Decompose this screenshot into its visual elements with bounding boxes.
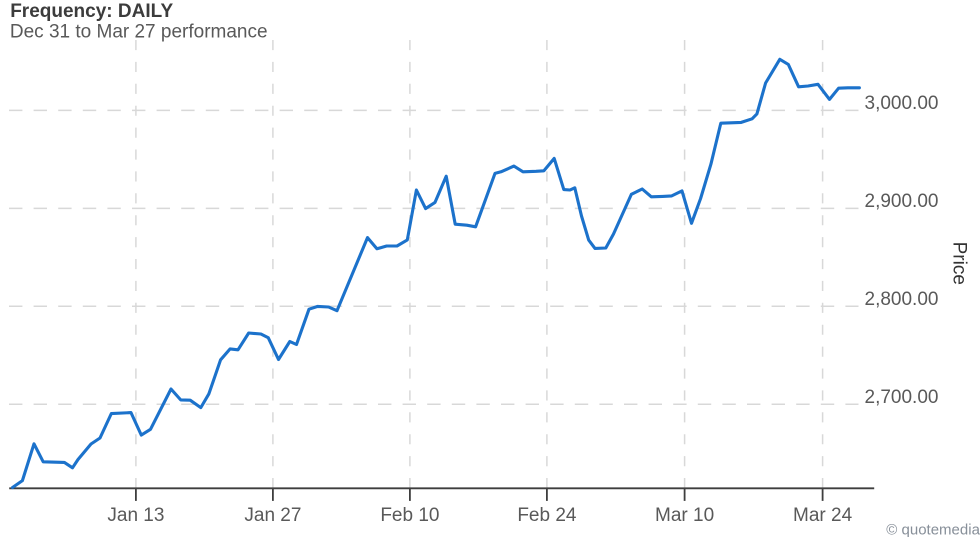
svg-text:Mar 24: Mar 24 — [793, 505, 853, 526]
svg-text:2,700.00: 2,700.00 — [865, 387, 939, 408]
svg-text:3,000.00: 3,000.00 — [865, 93, 939, 114]
svg-text:Dec 31 to Mar 27 performance: Dec 31 to Mar 27 performance — [10, 22, 268, 43]
svg-text:Jan 27: Jan 27 — [244, 505, 301, 526]
svg-text:Jan 13: Jan 13 — [107, 505, 164, 526]
svg-text:2,900.00: 2,900.00 — [865, 191, 939, 212]
svg-text:Mar 10: Mar 10 — [655, 505, 714, 526]
svg-text:Feb 10: Feb 10 — [380, 505, 439, 526]
svg-text:2,800.00: 2,800.00 — [865, 289, 939, 310]
svg-text:Price: Price — [948, 242, 969, 285]
svg-text:© quotemedia: © quotemedia — [886, 522, 980, 537]
svg-text:Feb 24: Feb 24 — [517, 505, 577, 526]
svg-text:Frequency: DAILY: Frequency: DAILY — [10, 1, 173, 22]
